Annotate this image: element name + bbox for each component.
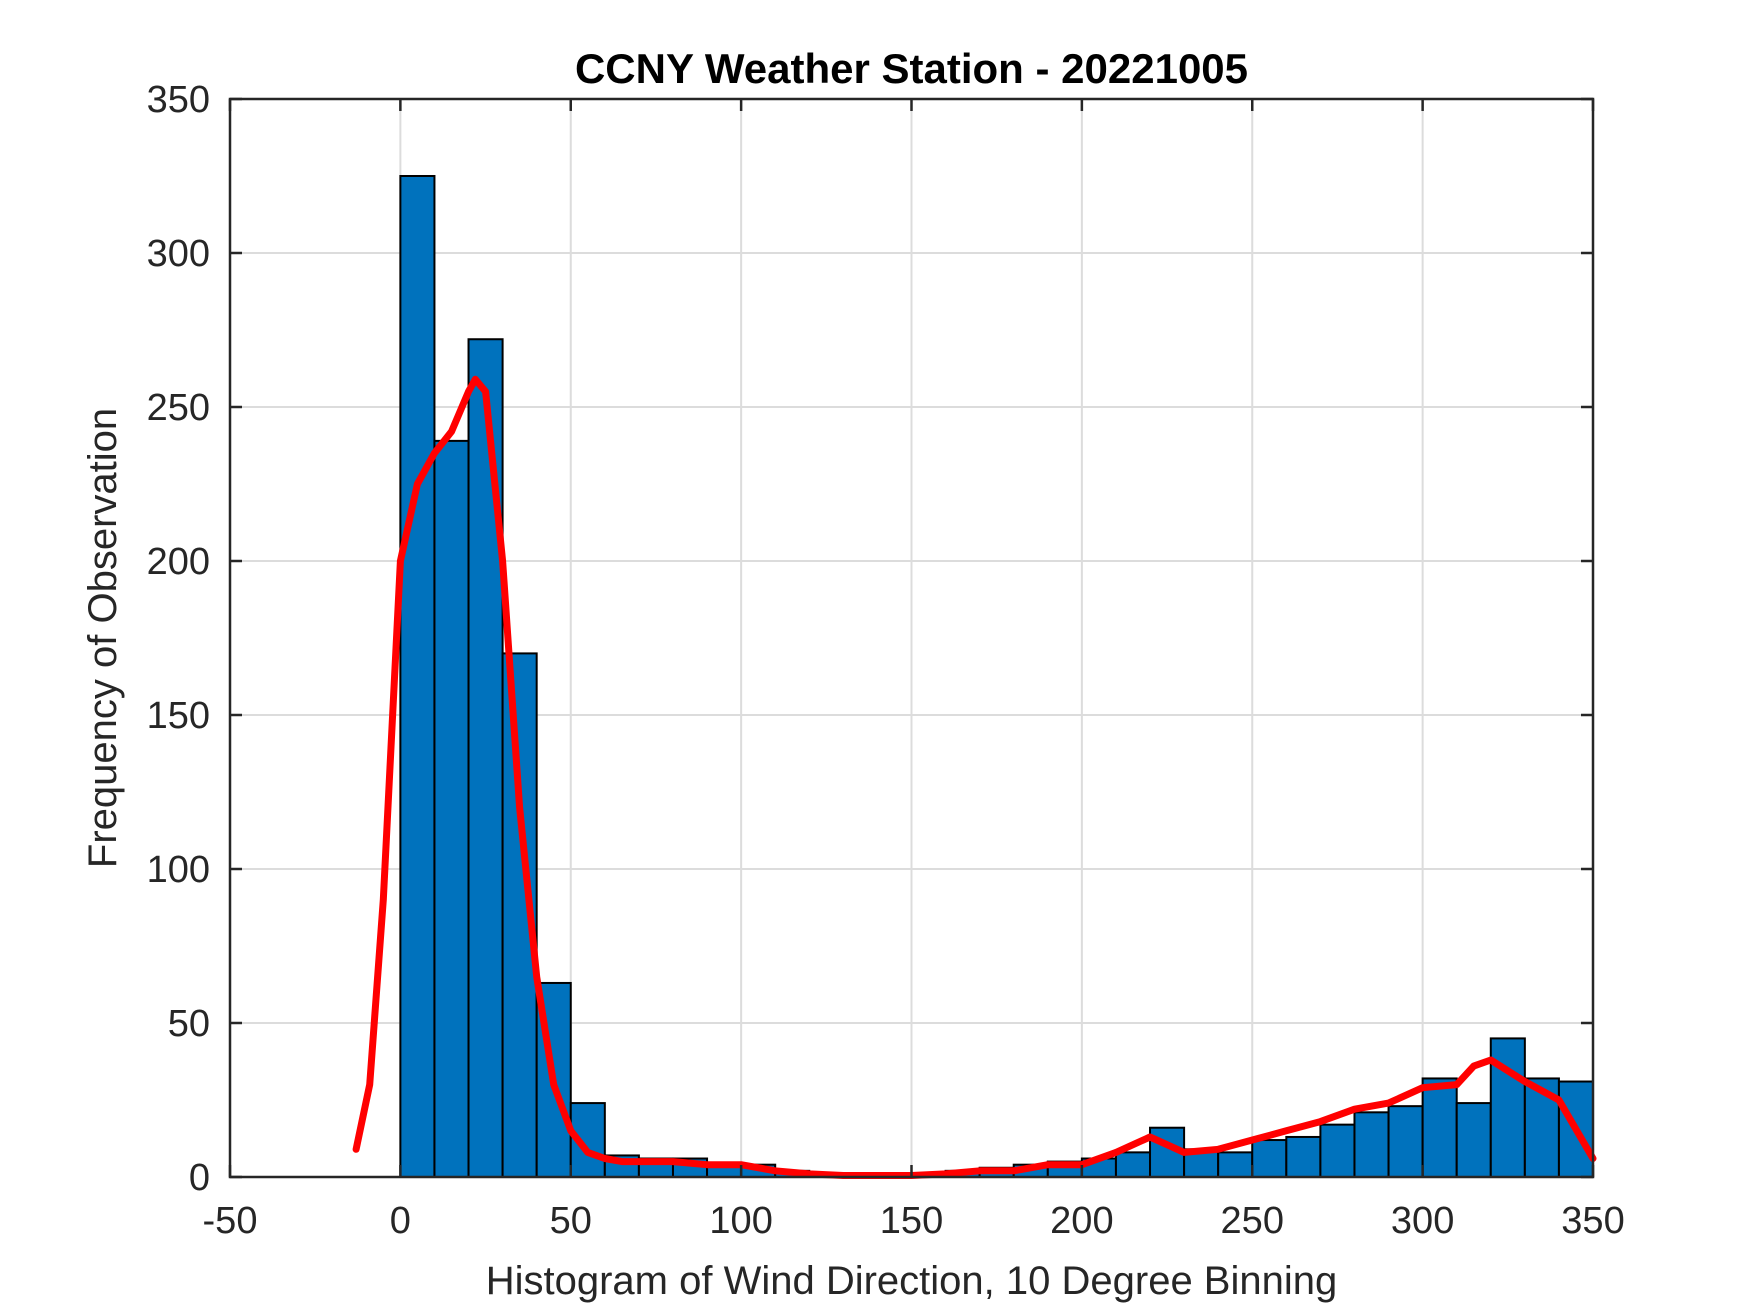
x-tick-label: 150 xyxy=(880,1200,943,1242)
y-tick-label: 0 xyxy=(189,1157,210,1199)
x-tick-label: 50 xyxy=(550,1200,592,1242)
y-tick-label: 100 xyxy=(147,849,210,891)
x-tick-label: 0 xyxy=(390,1200,411,1242)
histogram-bar xyxy=(1251,1139,1288,1179)
y-axis-label: Frequency of Observation xyxy=(81,408,125,868)
histogram-bar xyxy=(1421,1077,1458,1178)
smoothed-curve-line xyxy=(352,375,1597,1179)
tick-marks xyxy=(228,97,1595,1179)
histogram-bar xyxy=(1353,1111,1390,1178)
histogram-bar xyxy=(1217,1151,1254,1178)
x-tick-label: 300 xyxy=(1391,1200,1454,1242)
y-tick-label: 350 xyxy=(147,79,210,121)
chart-title: CCNY Weather Station - 20221005 xyxy=(575,45,1248,92)
y-tick-label: 50 xyxy=(168,1003,210,1045)
x-tick-label: 100 xyxy=(709,1200,772,1242)
y-tick-label: 300 xyxy=(147,233,210,275)
histogram-bar xyxy=(433,439,470,1178)
y-tick-label: 250 xyxy=(147,387,210,429)
x-tick-label: 250 xyxy=(1221,1200,1284,1242)
y-tick-labels: 0 50 100 150 200 250 300 350 xyxy=(147,79,210,1199)
histogram-bar xyxy=(1114,1151,1152,1178)
histogram-bar xyxy=(1319,1123,1356,1179)
y-tick-label: 150 xyxy=(147,695,210,737)
histogram-bar xyxy=(1387,1105,1424,1179)
histogram-bar xyxy=(467,338,504,1178)
x-tick-labels: -50 0 50 100 150 200 250 300 350 xyxy=(203,1200,1625,1242)
y-tick-label: 200 xyxy=(147,541,210,583)
x-tick-label: 350 xyxy=(1561,1200,1624,1242)
histogram-bar xyxy=(399,175,436,1178)
histogram-bar xyxy=(1455,1102,1492,1178)
histogram-bars xyxy=(399,175,1595,1179)
smoothed-curve xyxy=(352,375,1597,1179)
x-tick-label: -50 xyxy=(203,1200,258,1242)
x-tick-label: 200 xyxy=(1050,1200,1113,1242)
x-axis-label: Histogram of Wind Direction, 10 Degree B… xyxy=(486,1259,1338,1303)
histogram-bar xyxy=(1285,1135,1322,1178)
histogram-bar xyxy=(1489,1037,1526,1179)
